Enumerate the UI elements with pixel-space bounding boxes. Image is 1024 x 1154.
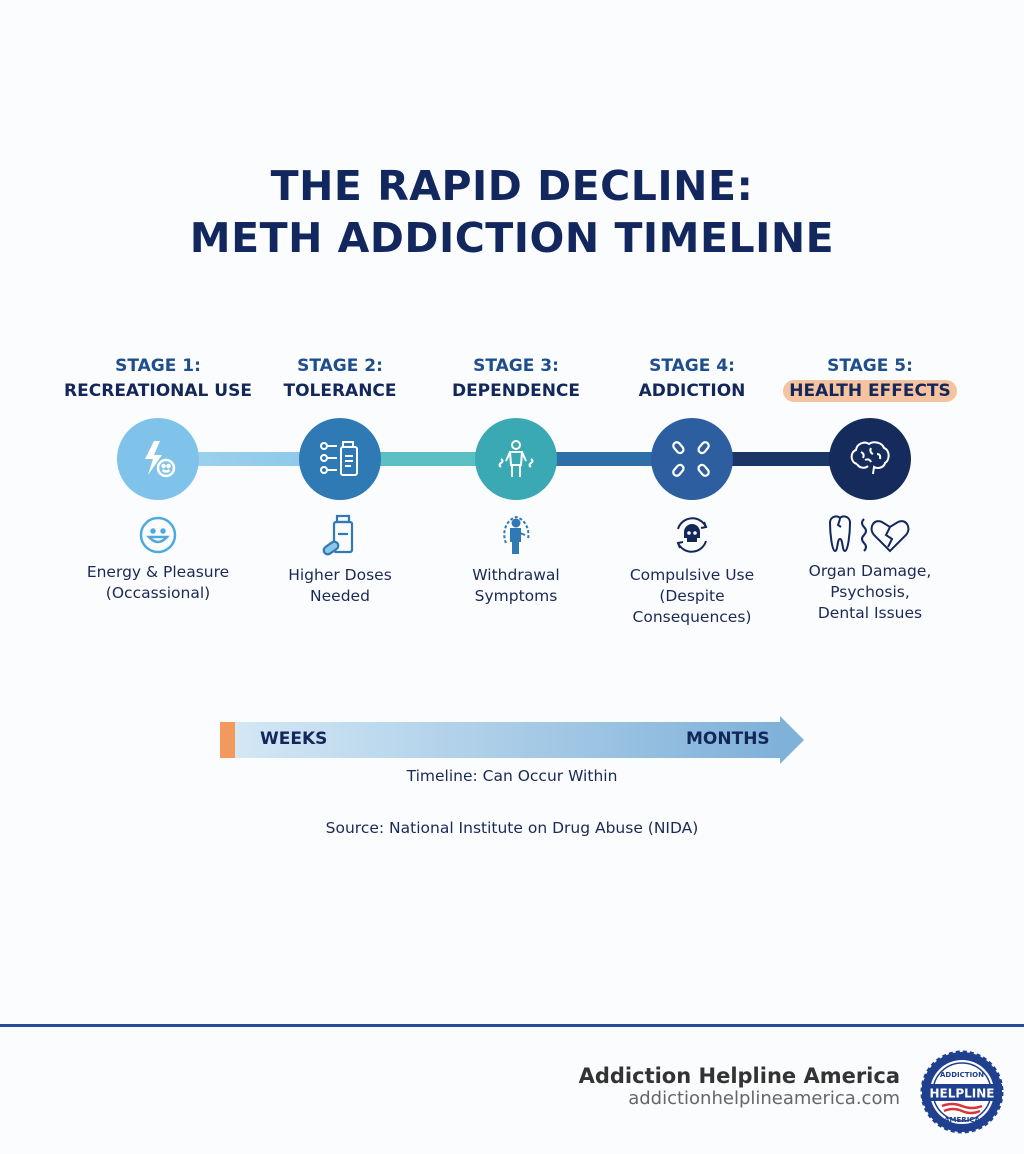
stage-header: STAGE 4: ADDICTION bbox=[592, 354, 792, 404]
stage-label: STAGE 2: bbox=[297, 356, 383, 376]
brand-name: Addiction Helpline America bbox=[578, 1064, 900, 1088]
stage-description: Energy & Pleasure (Occassional) bbox=[86, 563, 230, 602]
timeline-end-label: MONTHS bbox=[686, 729, 770, 749]
footer-brand: Addiction Helpline America addictionhelp… bbox=[579, 1064, 900, 1109]
brand-url[interactable]: addictionhelplineamerica.com bbox=[628, 1088, 900, 1109]
stage-label: STAGE 1: bbox=[115, 356, 201, 376]
page-title: THE RAPID DECLINE: METH ADDICTION TIMELI… bbox=[0, 160, 1024, 264]
smiley-icon bbox=[133, 512, 183, 558]
title-line-1: THE RAPID DECLINE: bbox=[270, 162, 754, 210]
brain-icon bbox=[829, 418, 911, 500]
tooth-heartbreak-icon bbox=[825, 512, 915, 558]
skull-cycle-icon bbox=[667, 512, 717, 558]
person-shaking-icon bbox=[475, 418, 557, 500]
timeline-arrow bbox=[220, 722, 780, 758]
source-note: Source: National Institute on Drug Abuse… bbox=[325, 819, 699, 837]
timeline-segment bbox=[516, 452, 692, 466]
timeline-segment bbox=[340, 452, 516, 466]
svg-text:AMERICA: AMERICA bbox=[944, 1116, 980, 1124]
footer-divider bbox=[0, 1024, 1024, 1027]
stage-label: STAGE 4: bbox=[649, 356, 735, 376]
chains-icon bbox=[651, 418, 733, 500]
helpline-seal-logo: HELPLINE ADDICTION AMERICA bbox=[920, 1050, 1004, 1138]
timeline-segment bbox=[692, 452, 870, 466]
pill-bottle-icon bbox=[315, 512, 365, 558]
stage-header: STAGE 3: DEPENDENCE bbox=[416, 354, 616, 404]
timeline-caption: Timeline: Can Occur Within bbox=[406, 767, 618, 785]
svg-text:ADDICTION: ADDICTION bbox=[940, 1071, 984, 1079]
stage-description: Compulsive Use (Despite Consequences) bbox=[629, 566, 755, 626]
arrow-head bbox=[780, 716, 804, 764]
stage-description: Higher Doses Needed bbox=[288, 566, 392, 605]
timeline-start-label: WEEKS bbox=[260, 729, 328, 749]
stage-name: RECREATIONAL USE bbox=[64, 381, 252, 401]
lightning-smile-icon bbox=[117, 418, 199, 500]
stage-name: ADDICTION bbox=[638, 381, 746, 401]
stage-name: TOLERANCE bbox=[283, 381, 397, 401]
title-line-2: METH ADDICTION TIMELINE bbox=[189, 214, 835, 262]
stage-label: STAGE 3: bbox=[473, 356, 559, 376]
pill-bottle-syringes-icon bbox=[299, 418, 381, 500]
stage-header: STAGE 5: HEALTH EFFECTS bbox=[770, 354, 970, 404]
timeline-segment bbox=[158, 452, 340, 466]
svg-text:HELPLINE: HELPLINE bbox=[929, 1087, 994, 1101]
stage-label: STAGE 5: bbox=[827, 356, 913, 376]
person-withdrawal-icon bbox=[491, 512, 541, 558]
stage-name: DEPENDENCE bbox=[451, 381, 581, 401]
stage-description: Organ Damage, Psychosis, Dental Issues bbox=[808, 562, 932, 622]
stage-description: Withdrawal Symptoms bbox=[472, 566, 560, 605]
timeline-start-marker bbox=[220, 722, 235, 758]
stage-header: STAGE 1: RECREATIONAL USE bbox=[58, 354, 258, 404]
stage-name-highlighted: HEALTH EFFECTS bbox=[783, 380, 957, 402]
stage-header: STAGE 2: TOLERANCE bbox=[240, 354, 440, 404]
